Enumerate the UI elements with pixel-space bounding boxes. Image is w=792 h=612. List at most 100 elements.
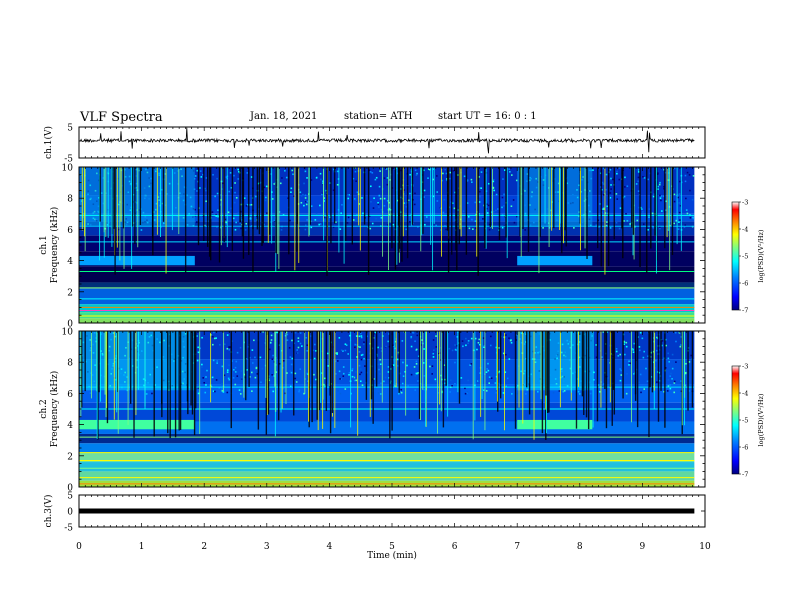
noise-speckle bbox=[379, 393, 382, 395]
noise-speckle bbox=[234, 191, 236, 194]
noise-speckle bbox=[386, 183, 389, 186]
noise-speckle bbox=[359, 373, 361, 376]
noise-speckle bbox=[602, 183, 605, 185]
noise-speckle bbox=[684, 224, 687, 227]
noise-speckle bbox=[407, 385, 409, 387]
noise-speckle bbox=[245, 205, 248, 207]
y-axis-label: ch.1(V) bbox=[43, 126, 54, 159]
noise-speckle bbox=[298, 389, 301, 391]
noise-speckle bbox=[323, 216, 326, 219]
noise-speckle bbox=[342, 375, 345, 377]
noise-speckle bbox=[284, 392, 287, 395]
noise-speckle bbox=[342, 372, 345, 375]
noise-speckle bbox=[392, 167, 395, 170]
noise-speckle bbox=[380, 382, 382, 385]
noise-speckle bbox=[664, 338, 667, 341]
channel-label: ch.2 bbox=[39, 399, 49, 418]
noise-speckle bbox=[482, 218, 484, 220]
noise-speckle bbox=[498, 347, 500, 349]
station-label: station= ATH bbox=[344, 111, 413, 122]
noise-speckle bbox=[250, 176, 253, 178]
noise-speckle bbox=[296, 352, 299, 354]
noise-speckle bbox=[506, 377, 509, 380]
noise-speckle bbox=[625, 392, 628, 395]
noise-speckle bbox=[234, 366, 237, 369]
noise-speckle bbox=[655, 349, 658, 352]
noise-speckle bbox=[369, 185, 372, 188]
noise-speckle bbox=[289, 370, 292, 372]
spectral-band bbox=[79, 318, 695, 323]
noise-speckle bbox=[442, 172, 444, 175]
noise-speckle bbox=[285, 176, 288, 179]
noise-speckle bbox=[448, 206, 451, 209]
noise-speckle bbox=[351, 368, 354, 370]
noise-speckle bbox=[290, 371, 293, 374]
noise-speckle bbox=[656, 381, 658, 383]
noise-speckle bbox=[225, 221, 227, 223]
noise-speckle bbox=[609, 227, 612, 229]
noise-speckle bbox=[269, 198, 272, 201]
noise-speckle bbox=[432, 178, 434, 181]
noise-speckle bbox=[487, 204, 490, 207]
noise-speckle bbox=[435, 346, 438, 348]
noise-speckle bbox=[304, 194, 307, 197]
noise-speckle bbox=[490, 167, 493, 169]
noise-speckle bbox=[485, 390, 488, 392]
noise-speckle bbox=[263, 186, 266, 189]
panel-frame bbox=[78, 126, 706, 159]
noise-speckle bbox=[480, 187, 483, 189]
spectral-band bbox=[79, 213, 695, 222]
noise-speckle bbox=[650, 351, 653, 354]
noise-speckle bbox=[524, 229, 527, 231]
noise-speckle bbox=[563, 390, 566, 392]
noise-speckle bbox=[363, 341, 365, 344]
y-tick-label: 8 bbox=[67, 359, 73, 369]
noise-speckle bbox=[688, 384, 690, 386]
noise-speckle bbox=[618, 227, 621, 230]
noise-speckle bbox=[379, 363, 382, 366]
noise-speckle bbox=[361, 384, 364, 387]
noise-speckle bbox=[467, 379, 469, 382]
noise-speckle bbox=[254, 356, 256, 359]
noise-speckle bbox=[414, 192, 416, 195]
spectral-band bbox=[79, 304, 695, 313]
noise-speckle bbox=[617, 355, 620, 357]
noise-speckle bbox=[387, 340, 389, 343]
noise-speckle bbox=[669, 387, 672, 390]
noise-speckle bbox=[486, 203, 488, 206]
noise-speckle bbox=[443, 198, 446, 201]
noise-speckle bbox=[358, 364, 361, 367]
noise-speckle bbox=[620, 374, 623, 376]
x-tick-label: 2 bbox=[201, 542, 207, 552]
noise-speckle bbox=[454, 361, 456, 364]
noise-speckle bbox=[606, 221, 608, 223]
noise-speckle bbox=[516, 215, 518, 218]
noise-speckle bbox=[315, 213, 318, 215]
noise-speckle bbox=[498, 370, 501, 373]
noise-speckle bbox=[349, 334, 351, 337]
noise-speckle bbox=[637, 169, 640, 171]
noise-speckle bbox=[221, 188, 223, 190]
noise-speckle bbox=[666, 390, 669, 392]
noise-speckle bbox=[616, 172, 618, 175]
noise-speckle bbox=[260, 381, 262, 384]
noise-speckle bbox=[688, 390, 691, 392]
noise-speckle bbox=[272, 390, 275, 393]
colorbar-tick-label: -5 bbox=[742, 417, 748, 425]
noise-speckle bbox=[477, 341, 480, 344]
noise-speckle bbox=[601, 356, 603, 358]
noise-speckle bbox=[233, 201, 236, 204]
noise-speckle bbox=[387, 366, 390, 368]
noise-speckle bbox=[657, 185, 660, 188]
noise-speckle bbox=[403, 202, 406, 204]
noise-speckle bbox=[689, 216, 692, 219]
noise-speckle bbox=[425, 216, 428, 218]
noise-speckle bbox=[643, 388, 646, 390]
noise-speckle bbox=[379, 358, 382, 361]
noise-speckle bbox=[641, 208, 643, 210]
noise-speckle bbox=[602, 331, 605, 333]
noise-speckle bbox=[301, 345, 303, 347]
noise-speckle bbox=[297, 346, 300, 349]
noise-speckle bbox=[456, 336, 459, 338]
